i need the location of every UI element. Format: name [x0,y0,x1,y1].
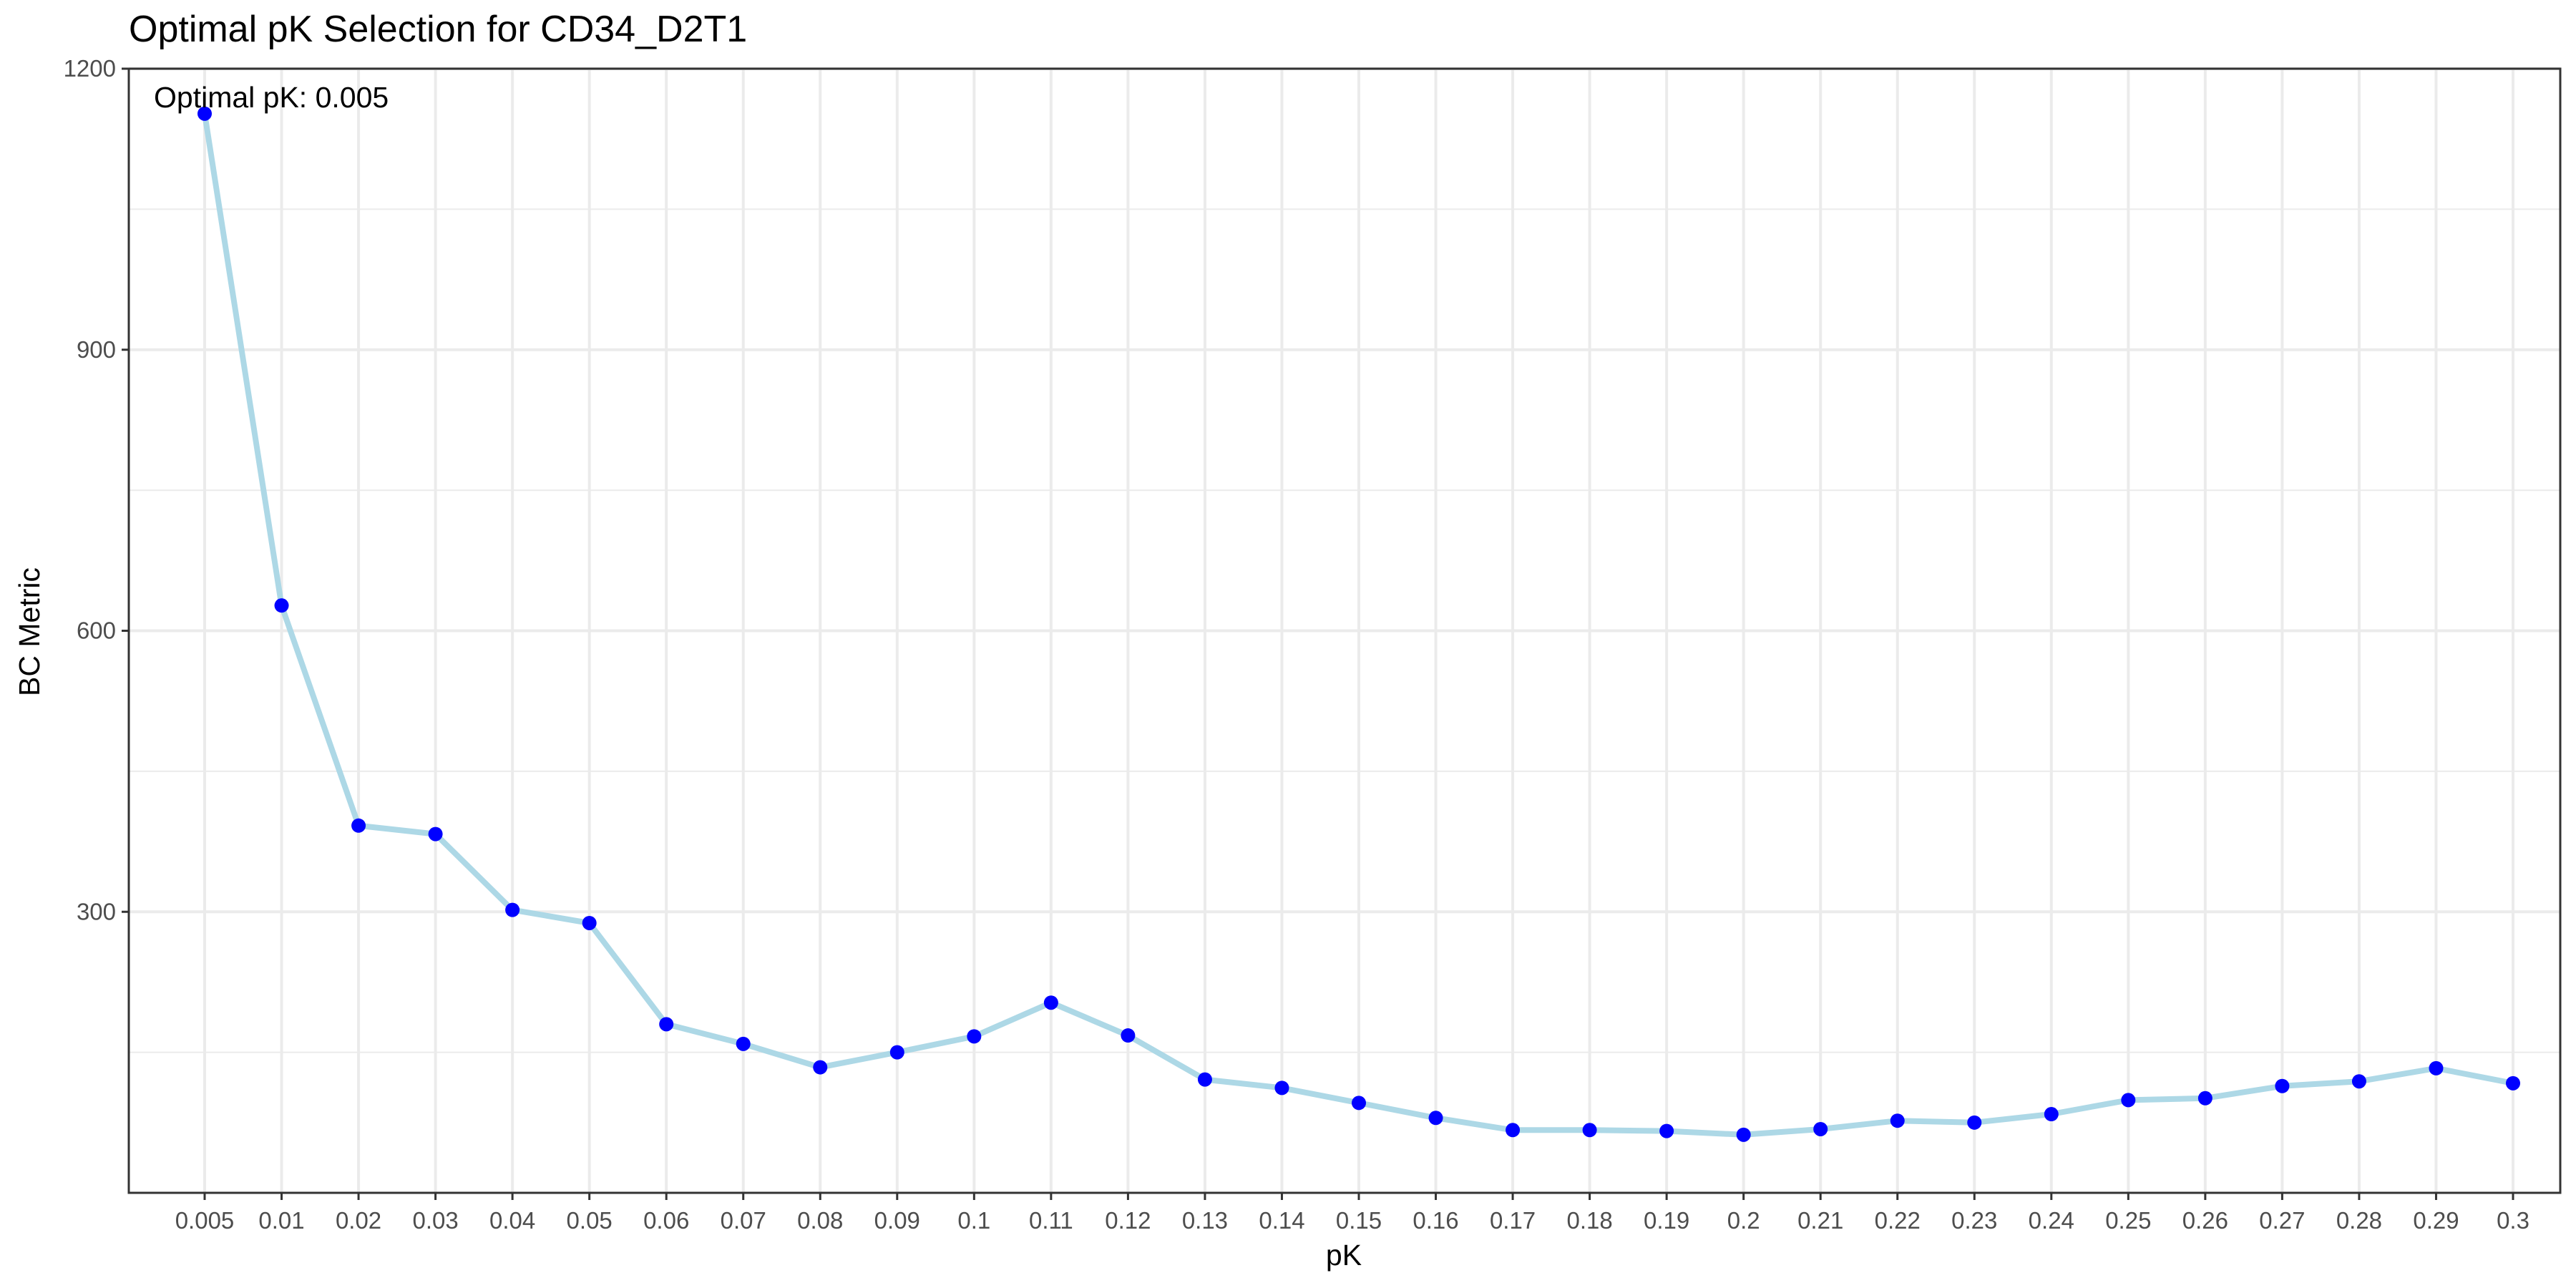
data-point [1813,1121,1828,1136]
data-point [2275,1078,2290,1093]
data-point [967,1029,982,1044]
data-point [582,915,597,930]
x-tick-label: 0.02 [336,1207,381,1234]
x-tick-label: 0.11 [1029,1207,1073,1234]
data-point [1890,1113,1905,1128]
x-tick-label: 0.08 [797,1207,843,1234]
data-point [2121,1093,2136,1108]
data-point [736,1036,751,1051]
data-point [1121,1028,1136,1043]
x-tick-label: 0.005 [175,1207,235,1234]
x-tick-label: 0.13 [1182,1207,1228,1234]
data-point [659,1017,674,1032]
y-tick-label: 600 [77,618,116,644]
x-tick-label: 0.03 [412,1207,458,1234]
data-point [1582,1123,1597,1138]
x-tick-label: 0.1 [957,1207,990,1234]
data-point [2351,1074,2366,1089]
data-point [2506,1075,2520,1091]
data-point [2197,1091,2212,1106]
x-tick-label: 0.27 [2259,1207,2305,1234]
x-axis-label: pK [1326,1239,1362,1272]
data-point [813,1060,828,1075]
series-layer [197,106,2520,1142]
x-tick-label: 0.3 [2497,1207,2529,1234]
x-tick-label: 0.21 [1797,1207,1843,1234]
data-point [1197,1072,1212,1087]
x-tick-label: 0.2 [1727,1207,1760,1234]
data-point [2429,1060,2444,1075]
x-tick-label: 0.19 [1644,1207,1689,1234]
x-tick-label: 0.26 [2182,1207,2228,1234]
x-tick-label: 0.07 [721,1207,766,1234]
grid-layer [129,67,2560,1193]
x-tick-label: 0.04 [489,1207,535,1234]
data-point [505,902,520,917]
x-tick-label: 0.12 [1105,1207,1151,1234]
x-tick-label: 0.09 [874,1207,920,1234]
x-tick-label: 0.23 [1951,1207,1997,1234]
data-point [1506,1123,1521,1138]
x-tick-label: 0.24 [2029,1207,2074,1234]
x-tick-label: 0.17 [1490,1207,1536,1234]
data-point [351,818,366,833]
data-point [1659,1123,1674,1138]
x-tick-label: 0.14 [1259,1207,1304,1234]
chart-title: Optimal pK Selection for CD34_D2T1 [129,9,747,50]
x-tick-label: 0.05 [567,1207,613,1234]
y-tick-label: 1200 [64,55,116,82]
optimal-pk-annotation: Optimal pK: 0.005 [154,81,389,114]
y-tick-label: 900 [77,336,116,363]
data-point [1967,1115,1982,1130]
data-point [1352,1096,1366,1111]
x-tick-label: 0.25 [2105,1207,2151,1234]
data-point [197,106,212,121]
axis-layer: 300 600 900 1200 0.005 0.01 0.02 0.03 0.04 0.05 0.… [64,55,2562,1234]
data-point [274,598,289,613]
data-point [1428,1111,1443,1126]
data-point [428,826,443,841]
y-axis-label: BC Metric [13,567,46,696]
x-tick-label: 0.29 [2413,1207,2459,1234]
x-tick-label: 0.28 [2336,1207,2382,1234]
x-tick-label: 0.01 [258,1207,304,1234]
x-tick-label: 0.15 [1336,1207,1382,1234]
x-tick-label: 0.06 [643,1207,689,1234]
data-point [1274,1080,1289,1096]
y-tick-label: 300 [77,898,116,924]
data-point [1736,1127,1751,1142]
x-tick-label: 0.16 [1413,1207,1458,1234]
data-point [889,1045,904,1060]
x-tick-label: 0.22 [1875,1207,1921,1234]
data-point [1043,995,1058,1010]
data-point [2044,1107,2059,1122]
x-tick-label: 0.18 [1566,1207,1612,1234]
